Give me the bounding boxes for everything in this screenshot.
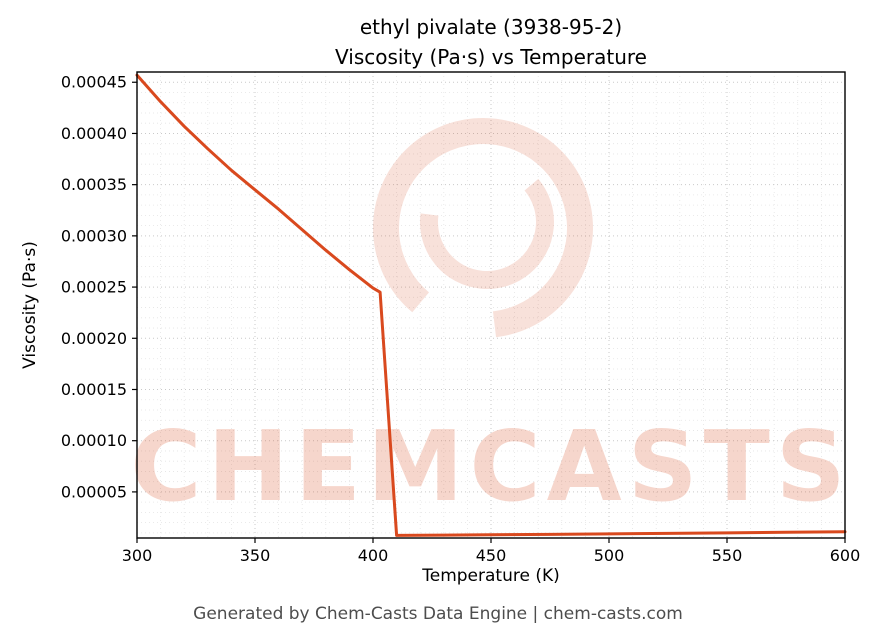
watermark-text: CHEMCASTS (130, 410, 851, 523)
y-tick-label: 0.00040 (61, 124, 127, 143)
y-tick-label: 0.00015 (61, 380, 127, 399)
y-axis-label: Viscosity (Pa·s) (20, 241, 40, 369)
x-tick-label: 600 (830, 546, 861, 565)
y-tick-label: 0.00020 (61, 329, 127, 348)
x-axis-label: Temperature (K) (422, 566, 560, 586)
watermark-logo-icon (373, 118, 593, 338)
y-tick-label: 0.00030 (61, 226, 127, 245)
x-tick-label: 500 (594, 546, 625, 565)
y-tick-label: 0.00045 (61, 73, 127, 92)
chart-title-line2: Viscosity (Pa·s) vs Temperature (335, 45, 647, 69)
y-tick-label: 0.00035 (61, 175, 127, 194)
y-tick-label: 0.00010 (61, 431, 127, 450)
footer-caption: Generated by Chem-Casts Data Engine | ch… (193, 604, 683, 624)
y-tick-label: 0.00025 (61, 278, 127, 297)
y-tick-label: 0.00005 (61, 482, 127, 501)
x-tick-label: 450 (476, 546, 507, 565)
grid-minor (137, 72, 845, 538)
y-axis-ticks: 0.00005 0.00010 0.00015 0.00020 0.00025 0.000… (61, 73, 137, 501)
plot-line-viscosity (135, 73, 847, 537)
x-axis-ticks: 300 350 400 450 500 550 600 (122, 538, 861, 565)
chart-title: ethyl pivalate (3938-95-2) Viscosity (Pa… (137, 12, 845, 72)
x-tick-label: 300 (122, 546, 153, 565)
x-tick-label: 350 (240, 546, 271, 565)
x-tick-label: 400 (358, 546, 389, 565)
chart-title-line1: ethyl pivalate (3938-95-2) (359, 15, 623, 39)
x-tick-label: 550 (712, 546, 743, 565)
